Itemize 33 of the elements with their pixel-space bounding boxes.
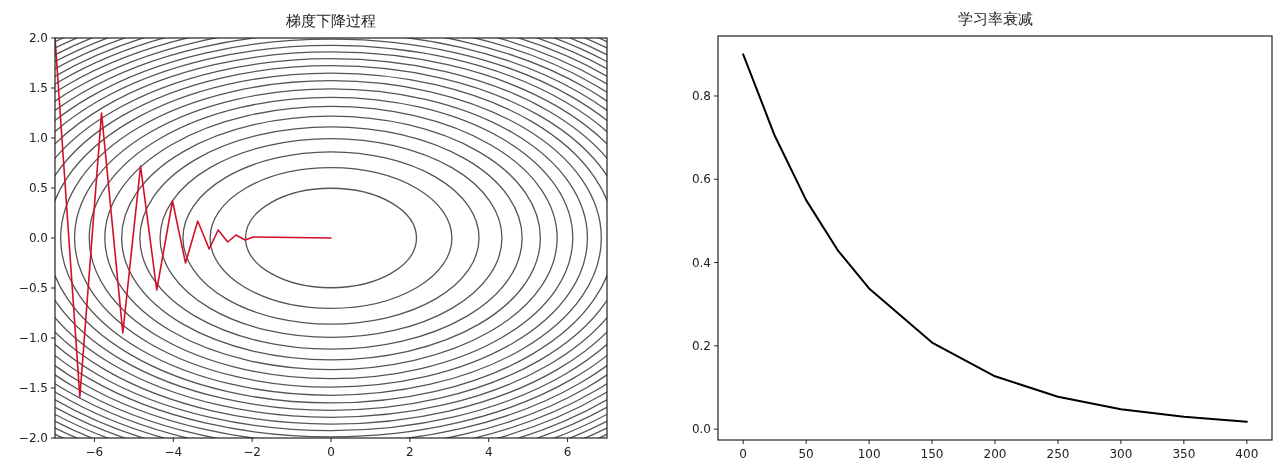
y-tick-label: 0.4	[691, 255, 711, 270]
x-tick-label: −6	[85, 445, 104, 459]
x-tick-label: 200	[983, 447, 1007, 461]
line-series	[742, 53, 1248, 423]
x-tick-label: 300	[1109, 447, 1133, 461]
x-tick-label: 50	[798, 447, 814, 461]
x-tick-label: 150	[920, 447, 944, 461]
chart-title: 学习率衰减	[957, 10, 1033, 28]
x-tick-label: 0	[739, 447, 747, 461]
x-tick-label: 6	[563, 445, 572, 459]
x-tick-label: −4	[164, 445, 183, 459]
y-tick-label: −1.0	[18, 331, 48, 345]
y-tick-label: −1.5	[18, 381, 48, 395]
y-tick-label: −2.0	[18, 431, 48, 445]
x-tick-label: 0	[327, 445, 335, 459]
y-tick-label: 0.0	[28, 231, 48, 245]
chart-title: 梯度下降过程	[285, 12, 376, 30]
x-tick-label: 400	[1235, 447, 1259, 461]
y-tick-label: 0.0	[691, 422, 711, 437]
x-tick-label: 100	[857, 447, 881, 461]
y-tick-label: 0.8	[691, 88, 711, 103]
y-tick-label: 1.0	[28, 131, 48, 145]
y-tick-label: 0.5	[28, 181, 48, 195]
y-tick-label: 0.2	[691, 338, 711, 353]
y-tick-label: 2.0	[28, 31, 48, 45]
x-tick-label: 2	[406, 445, 414, 459]
x-tick-label: −2	[243, 445, 261, 459]
y-tick-label: −0.5	[18, 281, 48, 295]
y-tick-label: 1.5	[28, 81, 48, 95]
x-tick-label: 350	[1172, 447, 1196, 461]
x-tick-label: 4	[484, 445, 493, 459]
y-tick-label: 0.6	[691, 172, 711, 187]
x-tick-label: 250	[1046, 447, 1070, 461]
